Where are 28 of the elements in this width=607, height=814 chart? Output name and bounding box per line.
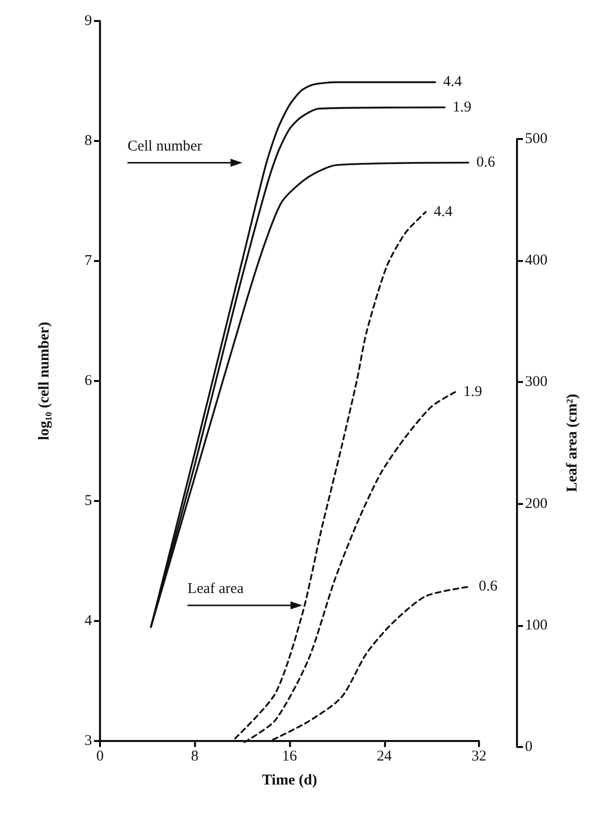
y-tick-label: 9 (84, 13, 92, 29)
annotation: Cell number (127, 138, 202, 154)
series-label: 1.9 (452, 99, 472, 116)
y-tick-label: 7 (84, 253, 92, 269)
y2-tick-label: 400 (525, 252, 548, 269)
y2-tick-label: 300 (525, 374, 548, 390)
x-tick-label: 8 (191, 748, 198, 764)
series-label: 4.4 (434, 204, 453, 220)
x-axis-title: Time (d) (262, 772, 318, 788)
series-label: 0.6 (476, 154, 496, 171)
series-label: 4.4 (443, 74, 462, 90)
y-tick-label: 5 (84, 493, 92, 509)
y-axis-title: log₁₀ (cell number) (36, 322, 52, 440)
x-tick-label: 24 (376, 748, 392, 764)
x-tick-label: 0 (96, 748, 104, 764)
annotation: Leaf area (188, 580, 244, 597)
y2-tick-label: 500 (525, 131, 548, 147)
y-tick-label: 3 (84, 733, 92, 749)
y-tick-label: 6 (84, 373, 92, 389)
series-label: 1.9 (463, 384, 482, 400)
series-label: 0.6 (478, 578, 498, 594)
y2-tick-label: 100 (525, 617, 548, 634)
y2-tick-label: 200 (525, 496, 548, 512)
x-tick-label: 16 (282, 748, 298, 764)
y2-axis-title: Leaf area (cm²) (564, 394, 580, 492)
y-tick-label: 8 (84, 133, 92, 149)
x-tick-label: 32 (472, 748, 486, 764)
y-tick-label: 4 (84, 613, 92, 629)
